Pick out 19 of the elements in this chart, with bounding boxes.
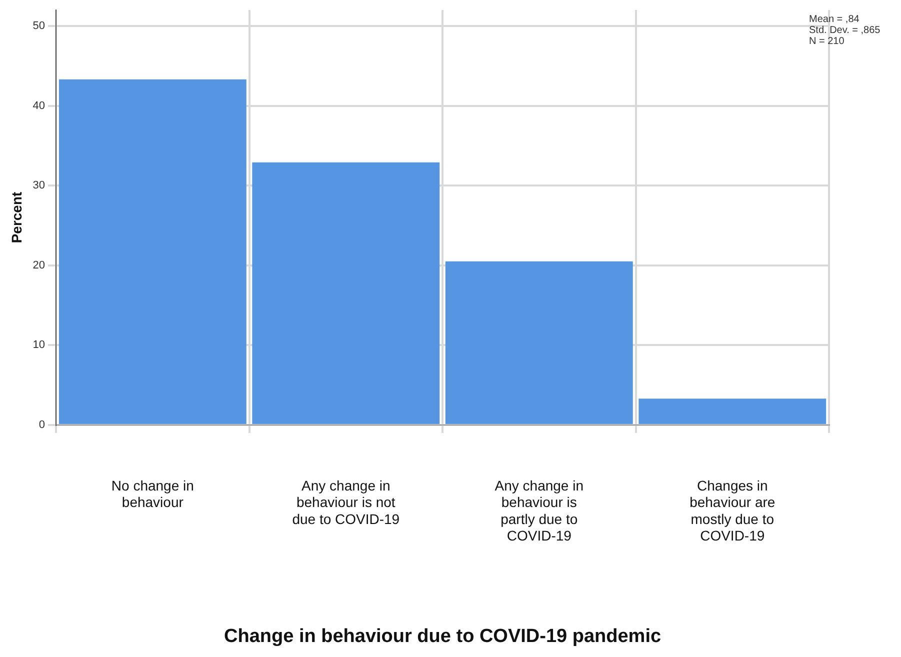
x-tick-label: Changes in behaviour are mostly due to COVID-19 xyxy=(690,477,776,544)
x-tick-label: Any change in behaviour is not due to COVID-19 xyxy=(292,477,400,527)
bar xyxy=(638,398,826,424)
annotation: Mean = ,84 xyxy=(809,14,860,25)
bar xyxy=(445,261,633,424)
y-tick-label: 30 xyxy=(32,180,46,192)
y-axis-title: Percent xyxy=(8,191,24,244)
x-tick-label: Any change in behaviour is partly due to COVID-19 xyxy=(494,477,584,544)
bar xyxy=(252,162,440,424)
x-axis-title: Change in behaviour due to COVID-19 pandemic xyxy=(224,626,662,647)
y-tick-label: 10 xyxy=(32,339,46,352)
bar xyxy=(58,79,246,424)
annotation: N = 210 xyxy=(809,36,845,47)
y-tick-label: 40 xyxy=(32,100,46,112)
annotation: Std. Dev. = ,865 xyxy=(809,24,881,36)
y-tick-label: 0 xyxy=(38,419,46,432)
y-tick-label: 20 xyxy=(32,259,46,272)
x-tick-label: No change in behaviour xyxy=(111,477,194,510)
y-tick-label: 50 xyxy=(32,20,46,32)
